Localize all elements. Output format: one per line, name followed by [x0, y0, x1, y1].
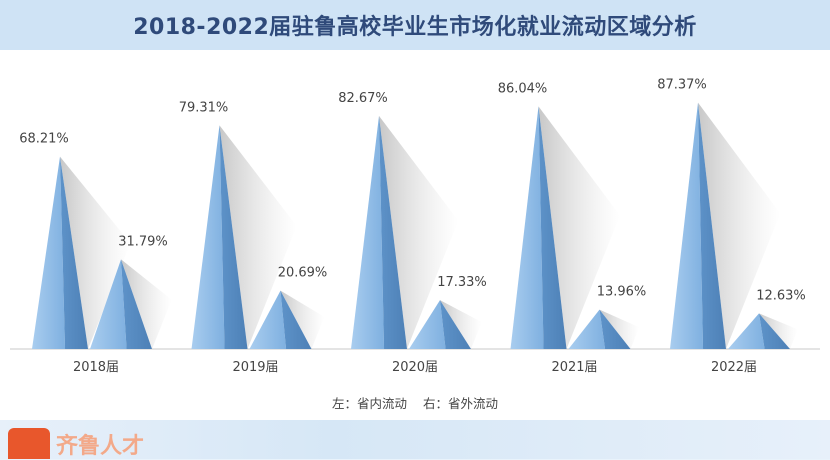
- pyramid-left-face-out-2: [409, 300, 446, 349]
- data-label-in-0: 68.21%: [19, 132, 69, 147]
- pyramid-right-face-out-3: [599, 309, 631, 349]
- frog-logo-icon: [8, 428, 50, 459]
- data-label-in-4: 87.37%: [657, 78, 707, 93]
- category-label-3: 2021届: [551, 360, 597, 375]
- category-label-4: 2022届: [711, 360, 757, 375]
- pyramid-left-face-out-0: [90, 259, 127, 349]
- pyramid-left-face-in-0: [32, 156, 66, 349]
- pyramid-shadow-out-1: [280, 290, 325, 349]
- pyramid-right-face-in-2: [379, 115, 407, 349]
- pyramid-right-face-in-3: [538, 106, 567, 349]
- data-label-in-2: 82.67%: [338, 91, 388, 106]
- pyramid-shadow-out-4: [759, 313, 798, 349]
- pyramid-shadow-in-2: [379, 115, 459, 349]
- pyramid-left-face-in-2: [351, 115, 385, 349]
- data-label-out-2: 17.33%: [437, 275, 487, 290]
- data-label-out-3: 13.96%: [597, 285, 647, 300]
- pyramid-right-face-in-1: [219, 125, 248, 350]
- data-label-in-1: 79.31%: [179, 100, 229, 115]
- pyramid-shadow-out-2: [440, 300, 482, 349]
- pyramid-shadow-out-0: [121, 259, 172, 349]
- data-label-out-1: 20.69%: [278, 266, 328, 281]
- pyramid-shadow-in-4: [698, 102, 781, 349]
- watermark-logo: 齐鲁人才: [56, 434, 145, 459]
- pyramid-shadow-in-0: [60, 156, 131, 349]
- pyramid-right-face-out-1: [280, 290, 312, 349]
- pyramid-shadow-out-3: [599, 309, 640, 349]
- pyramid-right-face-in-0: [60, 156, 88, 349]
- data-label-out-4: 12.63%: [756, 288, 806, 303]
- pyramid-right-face-out-4: [759, 313, 790, 349]
- chart-title: 2018-2022届驻鲁高校毕业生市场化就业流动区域分析: [133, 15, 697, 40]
- pyramid-right-face-out-2: [440, 300, 471, 349]
- pyramid-left-face-out-4: [728, 313, 765, 349]
- title-bar: 2018-2022届驻鲁高校毕业生市场化就业流动区域分析: [0, 0, 830, 50]
- category-label-1: 2019届: [232, 360, 278, 375]
- category-label-2: 2020届: [392, 360, 438, 375]
- category-label-0: 2018届: [73, 360, 119, 375]
- pyramid-chart: 68.21% 31.79% 2018届 79.31% 20.69% 2019届 82.67%…: [10, 78, 820, 411]
- pyramid-left-face-in-4: [670, 102, 704, 349]
- legend-note: 左：省内流动 右：省外流动: [332, 396, 498, 411]
- data-label-in-3: 86.04%: [498, 81, 548, 96]
- pyramid-right-face-in-4: [698, 102, 726, 349]
- pyramid-left-face-in-3: [510, 106, 544, 349]
- pyramid-shadow-in-1: [219, 125, 297, 350]
- footer-band: [0, 420, 830, 459]
- pyramid-left-face-in-1: [191, 125, 225, 350]
- pyramid-shadow-in-3: [538, 106, 620, 349]
- pyramid-left-face-out-1: [249, 290, 287, 349]
- pyramid-left-face-out-3: [568, 309, 606, 349]
- data-label-out-0: 31.79%: [118, 234, 168, 249]
